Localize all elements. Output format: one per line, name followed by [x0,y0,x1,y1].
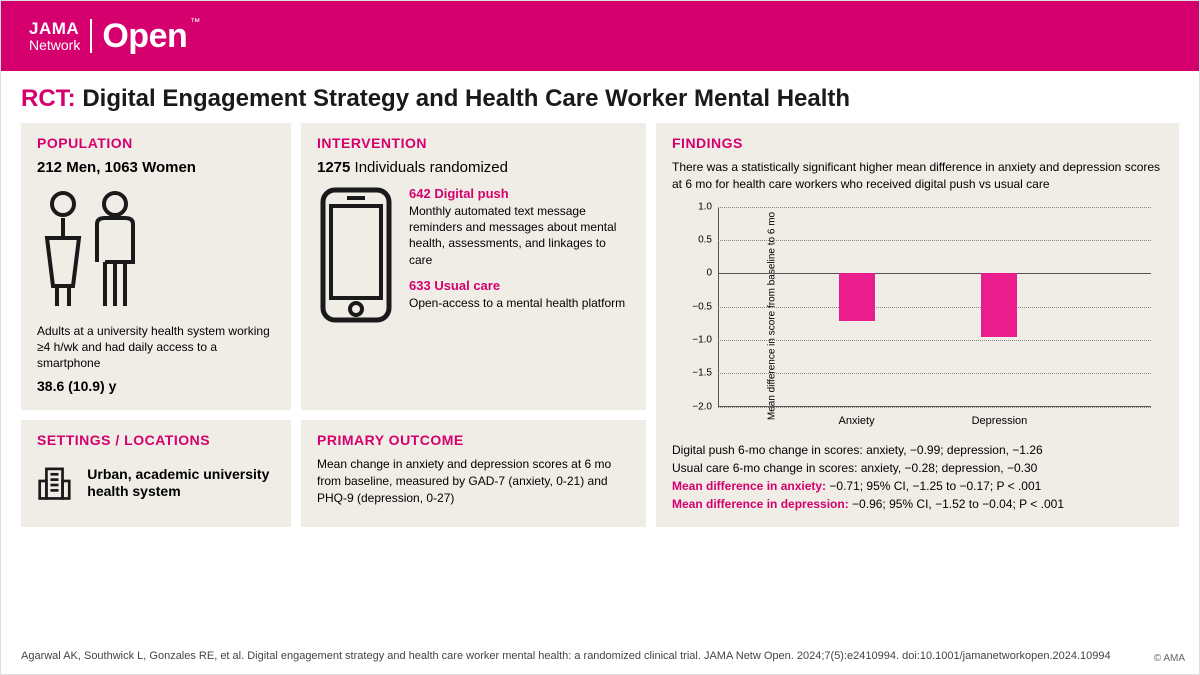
intervention-panel: INTERVENTION 1275 Individuals randomized… [301,123,646,410]
findings-desc: There was a statistically significant hi… [672,159,1163,193]
logo-open: Open™ [102,17,199,56]
findings-chart: Mean difference in score from baseline t… [672,201,1163,431]
primary-panel: PRIMARY OUTCOME Mean change in anxiety a… [301,420,646,527]
findings-panel: FINDINGS There was a statistically signi… [656,123,1179,527]
ytick: −2.0 [692,401,712,412]
stat-l1: Digital push 6-mo change in scores: anxi… [672,441,1163,459]
arm1-title: 642 Digital push [409,186,630,201]
population-age: 38.6 (10.9) y [37,378,275,394]
arm2-desc: Open-access to a mental health platform [409,295,630,311]
ytick: −1.5 [692,368,712,379]
title-prefix: RCT: [21,85,76,112]
logo-jama: JAMA [29,20,80,37]
title-main: Digital Engagement Strategy and Health C… [76,85,850,112]
ytick: −0.5 [692,301,712,312]
building-icon [37,456,73,510]
stat-l3: Mean difference in anxiety: −0.71; 95% C… [672,477,1163,495]
stat-l4: Mean difference in depression: −0.96; 95… [672,495,1163,513]
logo-left: JAMA Network [29,20,80,52]
page-title: RCT: Digital Engagement Strategy and Hea… [1,71,1199,123]
ytick: 0 [706,268,712,279]
bar [981,273,1017,337]
arm2-title: 633 Usual care [409,278,630,293]
xlabel: Depression [972,415,1028,427]
settings-panel: SETTINGS / LOCATIONS Urban, academic uni… [21,420,291,527]
population-desc: Adults at a university health system wor… [37,323,275,372]
logo-network: Network [29,38,80,52]
ytick: −1.0 [692,334,712,345]
ytick: 0.5 [698,234,712,245]
intervention-sub: 1275 Individuals randomized [317,159,630,176]
intervention-heading: INTERVENTION [317,135,630,151]
bar [839,273,875,320]
arm1-desc: Monthly automated text message reminders… [409,203,630,268]
stat-l2: Usual care 6-mo change in scores: anxiet… [672,459,1163,477]
header-bar: JAMA Network Open™ [1,1,1199,71]
findings-stats: Digital push 6-mo change in scores: anxi… [672,441,1163,513]
people-icon [37,190,147,310]
phone-icon [317,186,395,326]
logo-divider [90,19,92,53]
primary-heading: PRIMARY OUTCOME [317,432,630,448]
settings-text: Urban, academic university health system [87,466,275,501]
citation: Agarwal AK, Southwick L, Gonzales RE, et… [21,649,1179,664]
primary-text: Mean change in anxiety and depression sc… [317,456,630,506]
findings-heading: FINDINGS [672,135,1163,151]
population-panel: POPULATION 212 Men, 1063 Women Adults at… [21,123,291,410]
ytick: 1.0 [698,201,712,212]
population-sub: 212 Men, 1063 Women [37,159,275,176]
population-heading: POPULATION [37,135,275,151]
xlabel: Anxiety [839,415,875,427]
settings-heading: SETTINGS / LOCATIONS [37,432,275,448]
copyright: © AMA [1154,653,1185,664]
